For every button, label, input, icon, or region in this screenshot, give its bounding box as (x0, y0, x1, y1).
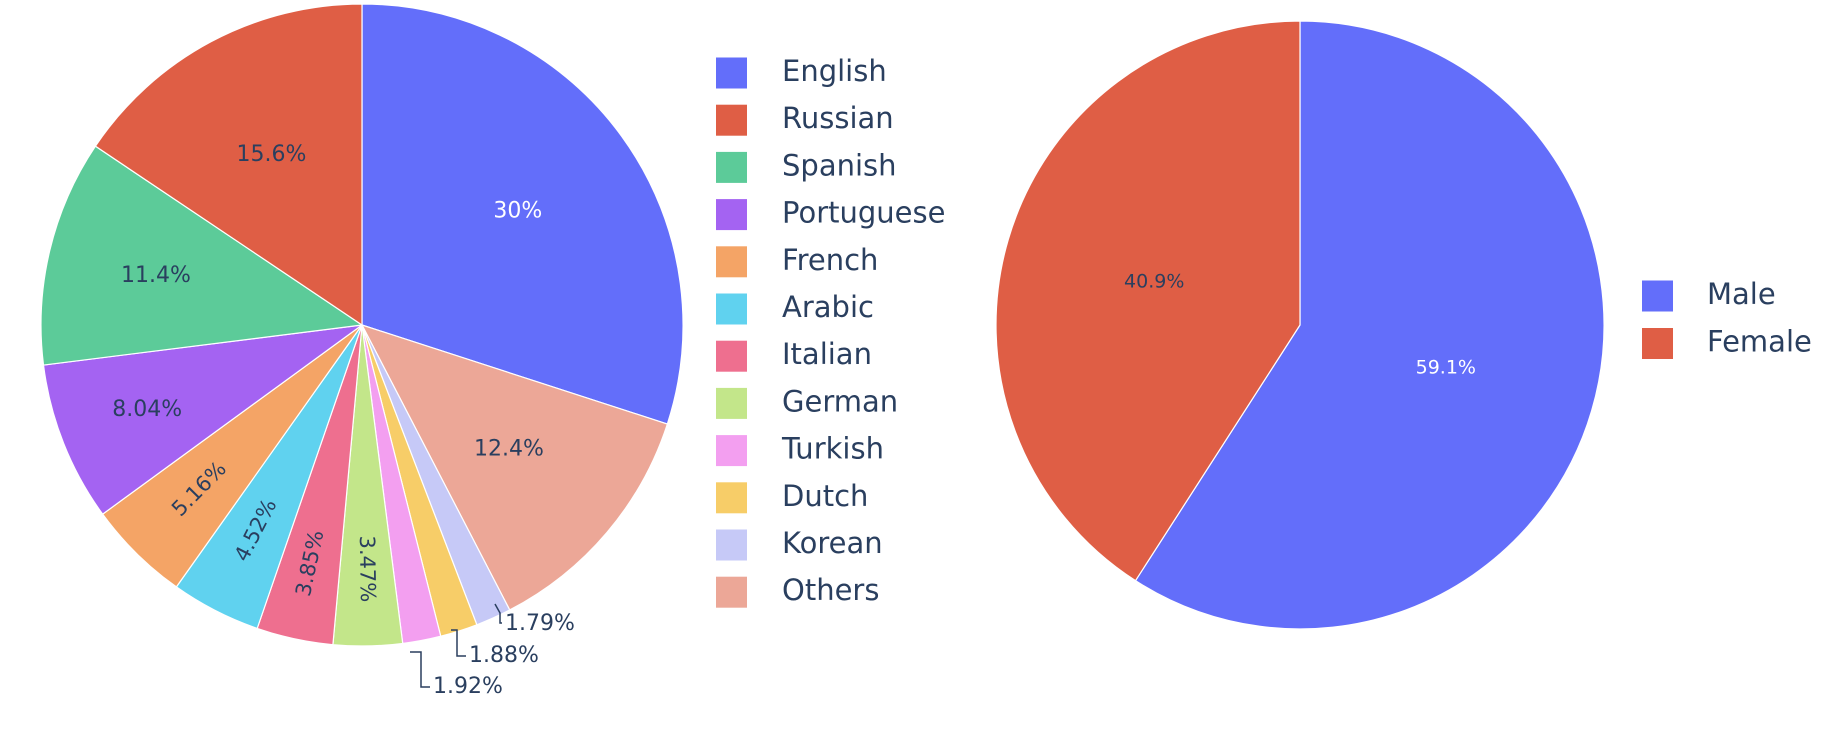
legend-item-spanish[interactable]: Spanish (716, 148, 897, 183)
slice-label-turkish: 1.92% (433, 674, 503, 699)
legend-label-portuguese: Portuguese (782, 196, 945, 230)
legend-label-female: Female (1707, 325, 1812, 359)
legend-swatch-dutch (716, 482, 747, 514)
legend-swatch-female (1642, 328, 1673, 359)
legend-swatch-arabic (716, 293, 747, 325)
slice-leader-line-turkish (410, 651, 430, 688)
legend-item-arabic[interactable]: Arabic (716, 290, 874, 325)
slice-label-dutch: 1.88% (469, 643, 539, 668)
slice-label-female: 40.9% (1124, 271, 1184, 293)
slice-label-spanish: 11.4% (121, 263, 191, 288)
legend-item-korean[interactable]: Korean (716, 526, 883, 561)
legend-item-female[interactable]: Female (1642, 325, 1812, 360)
legend-swatch-italian (716, 340, 747, 372)
pie-slice-female[interactable] (995, 20, 1301, 582)
slice-label-english: 30% (493, 199, 542, 224)
legend-item-german[interactable]: German (716, 384, 898, 419)
pie-chart-2: 59.1% 40.9% (995, 20, 1605, 630)
legend-swatch-german (716, 387, 747, 419)
pie-slice-male[interactable] (1134, 20, 1605, 630)
legend-item-french[interactable]: French (716, 243, 878, 278)
pie-slice-english[interactable] (361, 3, 684, 425)
legend-swatch-french (716, 246, 747, 278)
slice-label-korean: 1.79% (505, 611, 575, 636)
legend-label-turkish: Turkish (781, 432, 884, 466)
pie-slice-portuguese[interactable] (42, 324, 363, 515)
legend-swatch-english (716, 57, 747, 89)
pie-slice-russian[interactable] (94, 3, 363, 327)
legend-label-german: German (782, 384, 898, 418)
legend-item-male[interactable]: Male (1642, 277, 1776, 312)
legend-swatch-portuguese (716, 199, 747, 231)
legend-item-portuguese[interactable]: Portuguese (716, 196, 945, 231)
legend-2: Male Female (1642, 277, 1812, 359)
legend-item-russian[interactable]: Russian (716, 101, 894, 136)
pie-slice-spanish[interactable] (40, 145, 364, 366)
legend-item-turkish[interactable]: Turkish (716, 432, 884, 467)
legend-swatch-male (1642, 280, 1673, 312)
legend-swatch-spanish (716, 151, 747, 183)
legend-label-french: French (782, 243, 878, 277)
legend-1: English Russian Spanish Portuguese French Ara… (716, 54, 945, 608)
legend-label-male: Male (1707, 277, 1776, 311)
legend-swatch-russian (716, 104, 747, 136)
pie-slice-others[interactable] (360, 323, 669, 611)
legend-swatch-others (716, 576, 747, 608)
legend-label-arabic: Arabic (782, 290, 874, 324)
slice-label-russian: 15.6% (236, 142, 306, 167)
slice-leader-line-dutch (451, 629, 466, 657)
slice-label-german: 3.47% (355, 535, 380, 602)
legend-label-spanish: Spanish (782, 148, 897, 182)
legend-item-english[interactable]: English (716, 54, 887, 89)
legend-label-others: Others (782, 573, 879, 607)
slice-label-portuguese: 8.04% (112, 397, 182, 422)
legend-label-dutch: Dutch (782, 479, 868, 513)
legend-label-italian: Italian (782, 337, 872, 371)
legend-label-korean: Korean (782, 526, 883, 560)
legend-swatch-turkish (716, 435, 747, 467)
legend-item-italian[interactable]: Italian (716, 337, 872, 372)
legend-item-dutch[interactable]: Dutch (716, 479, 868, 514)
slice-leader-line-korean (494, 603, 502, 624)
legend-label-russian: Russian (782, 101, 894, 135)
legend-item-others[interactable]: Others (716, 573, 879, 608)
legend-label-english: English (782, 54, 887, 88)
pie-chart-1: 30%12.4%1.79%1.88%1.92%3.47%3.85%4.52%5.… (40, 3, 684, 699)
legend-swatch-korean (716, 529, 747, 561)
slice-label-others: 12.4% (474, 437, 544, 462)
slice-label-male: 59.1% (1416, 356, 1476, 378)
